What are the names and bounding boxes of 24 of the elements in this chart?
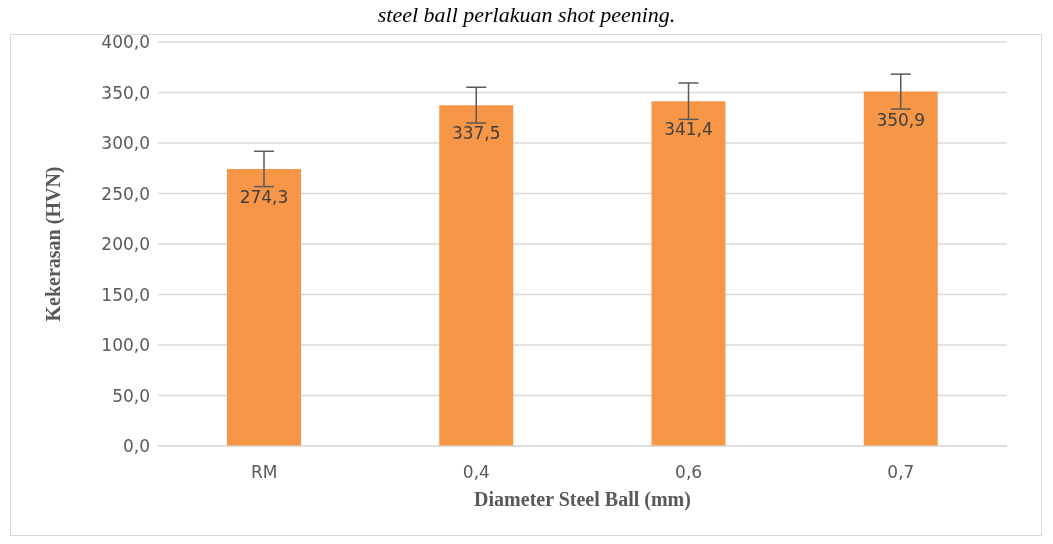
data-label: 337,5 [451,123,501,144]
data-label: 350,9 [876,109,926,130]
bar [651,101,726,446]
data-label: 274,3 [239,187,289,208]
bar [439,105,514,446]
y-tick-label: 200,0 [101,234,150,255]
y-tick-label: 350,0 [101,82,150,103]
x-tick-label: 0,4 [462,462,490,483]
y-tick-label: 300,0 [101,133,150,154]
bar [863,91,938,446]
x-tick-label: RM [250,462,278,483]
y-tick-label: 100,0 [101,335,150,356]
y-tick-label: 50,0 [112,385,150,406]
chart-title: steel ball perlakuan shot peening. [376,2,677,28]
y-tick-label: 400,0 [101,32,150,53]
y-tick-label: 150,0 [101,284,150,305]
x-tick-label: 0,7 [887,462,915,483]
x-axis-title: Diameter Steel Ball (mm) [474,488,691,511]
x-tick-label: 0,6 [675,462,703,483]
data-label: 341,4 [664,119,713,140]
y-axis-title: Kekerasan (HVN) [42,166,66,322]
y-tick-label: 0,0 [122,436,150,457]
bar [227,168,301,446]
y-tick-label: 250,0 [101,183,150,204]
